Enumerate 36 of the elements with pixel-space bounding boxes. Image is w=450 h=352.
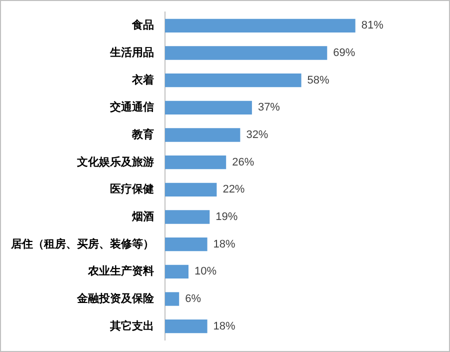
- data-label: 18%: [213, 320, 236, 332]
- y-tick-label: 教育: [131, 128, 154, 142]
- data-label: 18%: [213, 238, 236, 250]
- data-label: 10%: [194, 266, 217, 278]
- data-label: 58%: [307, 74, 330, 86]
- y-tick-label: 居住（租房、买房、装修等）: [10, 237, 154, 250]
- y-tick-label: 食品: [131, 18, 154, 32]
- bar: [165, 210, 210, 224]
- y-tick-label: 金融投资及保险: [76, 292, 155, 306]
- data-label: 81%: [361, 20, 384, 32]
- y-tick-label: 医疗保健: [110, 182, 154, 196]
- y-tick-label: 农业生产资料: [87, 264, 154, 278]
- bar: [165, 46, 328, 60]
- y-tick-label: 交通通信: [109, 100, 154, 114]
- bar: [165, 100, 252, 114]
- data-label: 6%: [185, 293, 202, 306]
- data-label: 19%: [216, 211, 238, 224]
- bar: [165, 74, 302, 88]
- bar: [165, 128, 240, 142]
- bar: [165, 156, 226, 170]
- y-tick-label: 烟酒: [131, 210, 154, 224]
- bar: [165, 182, 217, 196]
- bar: [165, 238, 208, 252]
- y-tick-label: 生活用品: [109, 46, 154, 60]
- bar: [165, 18, 356, 32]
- bar: [165, 292, 180, 306]
- data-label: 69%: [333, 47, 356, 60]
- bar: [165, 264, 188, 278]
- bar: [165, 320, 208, 334]
- y-tick-label: 其它支出: [109, 319, 154, 332]
- data-label: 32%: [246, 129, 268, 142]
- y-tick-label: 文化娱乐及旅游: [76, 155, 154, 168]
- data-label: 37%: [258, 102, 280, 114]
- data-label: 26%: [232, 156, 254, 168]
- data-label: 22%: [222, 184, 245, 196]
- y-tick-label: 衣着: [131, 73, 154, 86]
